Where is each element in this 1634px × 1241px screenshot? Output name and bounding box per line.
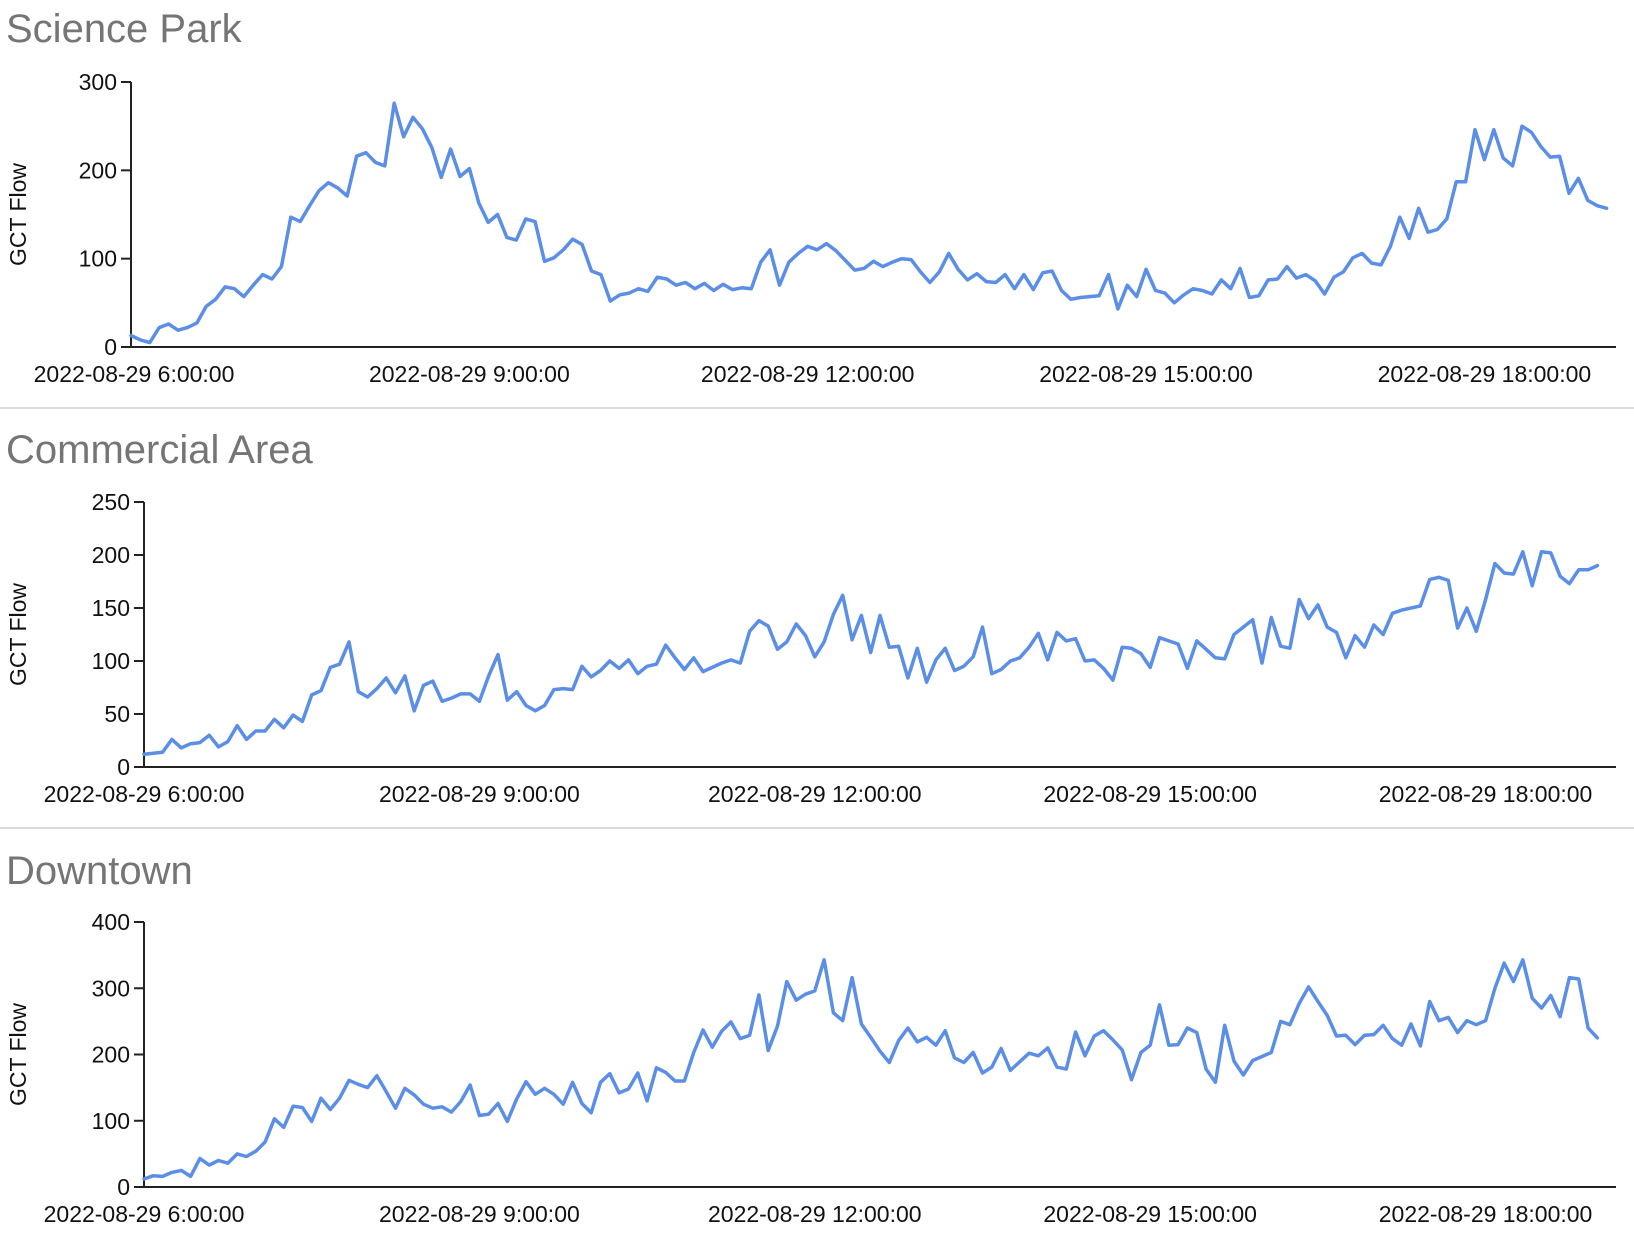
x-tick-label: 2022-08-29 6:00:00 xyxy=(34,361,235,387)
chart-panel-1: Science Park 0 100 200 300 GCT Flow 2022-08-29… xyxy=(5,7,1616,387)
y-tick-label: 0 xyxy=(117,754,130,780)
y-tick-label: 100 xyxy=(92,1108,130,1134)
x-tick-label: 2022-08-29 18:00:00 xyxy=(1379,1201,1593,1227)
y-axis-label: GCT Flow xyxy=(5,163,31,266)
chart-panel-3: Downtown 0 100 200 300 400 GCT Flow 2022-08-29 … xyxy=(5,849,1616,1227)
y-tick-label: 200 xyxy=(79,157,117,183)
y-tick-label: 200 xyxy=(92,1042,130,1068)
chart-title: Downtown xyxy=(6,849,193,893)
x-tick-label: 2022-08-29 15:00:00 xyxy=(1043,781,1257,807)
x-tick-label: 2022-08-29 9:00:00 xyxy=(379,781,580,807)
y-tick-label: 100 xyxy=(92,648,130,674)
x-tick-label: 2022-08-29 18:00:00 xyxy=(1379,781,1593,807)
x-tick-label: 2022-08-29 6:00:00 xyxy=(44,781,245,807)
y-tick-label: 0 xyxy=(104,334,117,360)
y-tick-label: 150 xyxy=(92,595,130,621)
y-axis-label: GCT Flow xyxy=(5,583,31,686)
chart-title: Science Park xyxy=(6,7,243,51)
y-axis-label: GCT Flow xyxy=(5,1003,31,1106)
y-tick-label: 250 xyxy=(92,489,130,515)
series-line-1 xyxy=(142,550,1600,757)
y-tick-label: 100 xyxy=(79,246,117,272)
chart-panel-2: Commercial Area 0 50 100 150 200 250 GCT Flow 20… xyxy=(5,428,1616,807)
chart-title: Commercial Area xyxy=(6,428,314,472)
x-tick-label: 2022-08-29 9:00:00 xyxy=(369,361,570,387)
y-tick-label: 300 xyxy=(92,975,130,1001)
x-tick-label: 2022-08-29 15:00:00 xyxy=(1043,1201,1257,1227)
x-tick-label: 2022-08-29 18:00:00 xyxy=(1378,361,1592,387)
y-tick-label: 50 xyxy=(104,701,130,727)
x-tick-label: 2022-08-29 12:00:00 xyxy=(708,781,922,807)
x-tick-label: 2022-08-29 12:00:00 xyxy=(708,1201,922,1227)
y-tick-label: 0 xyxy=(117,1174,130,1200)
x-tick-label: 2022-08-29 6:00:00 xyxy=(44,1201,245,1227)
x-tick-label: 2022-08-29 15:00:00 xyxy=(1039,361,1253,387)
x-tick-label: 2022-08-29 9:00:00 xyxy=(379,1201,580,1227)
y-tick-label: 400 xyxy=(92,909,130,935)
x-tick-label: 2022-08-29 12:00:00 xyxy=(701,361,915,387)
series-line-1 xyxy=(129,101,1609,345)
series-line-1 xyxy=(142,958,1600,1181)
y-tick-label: 200 xyxy=(92,542,130,568)
y-tick-label: 300 xyxy=(79,69,117,95)
